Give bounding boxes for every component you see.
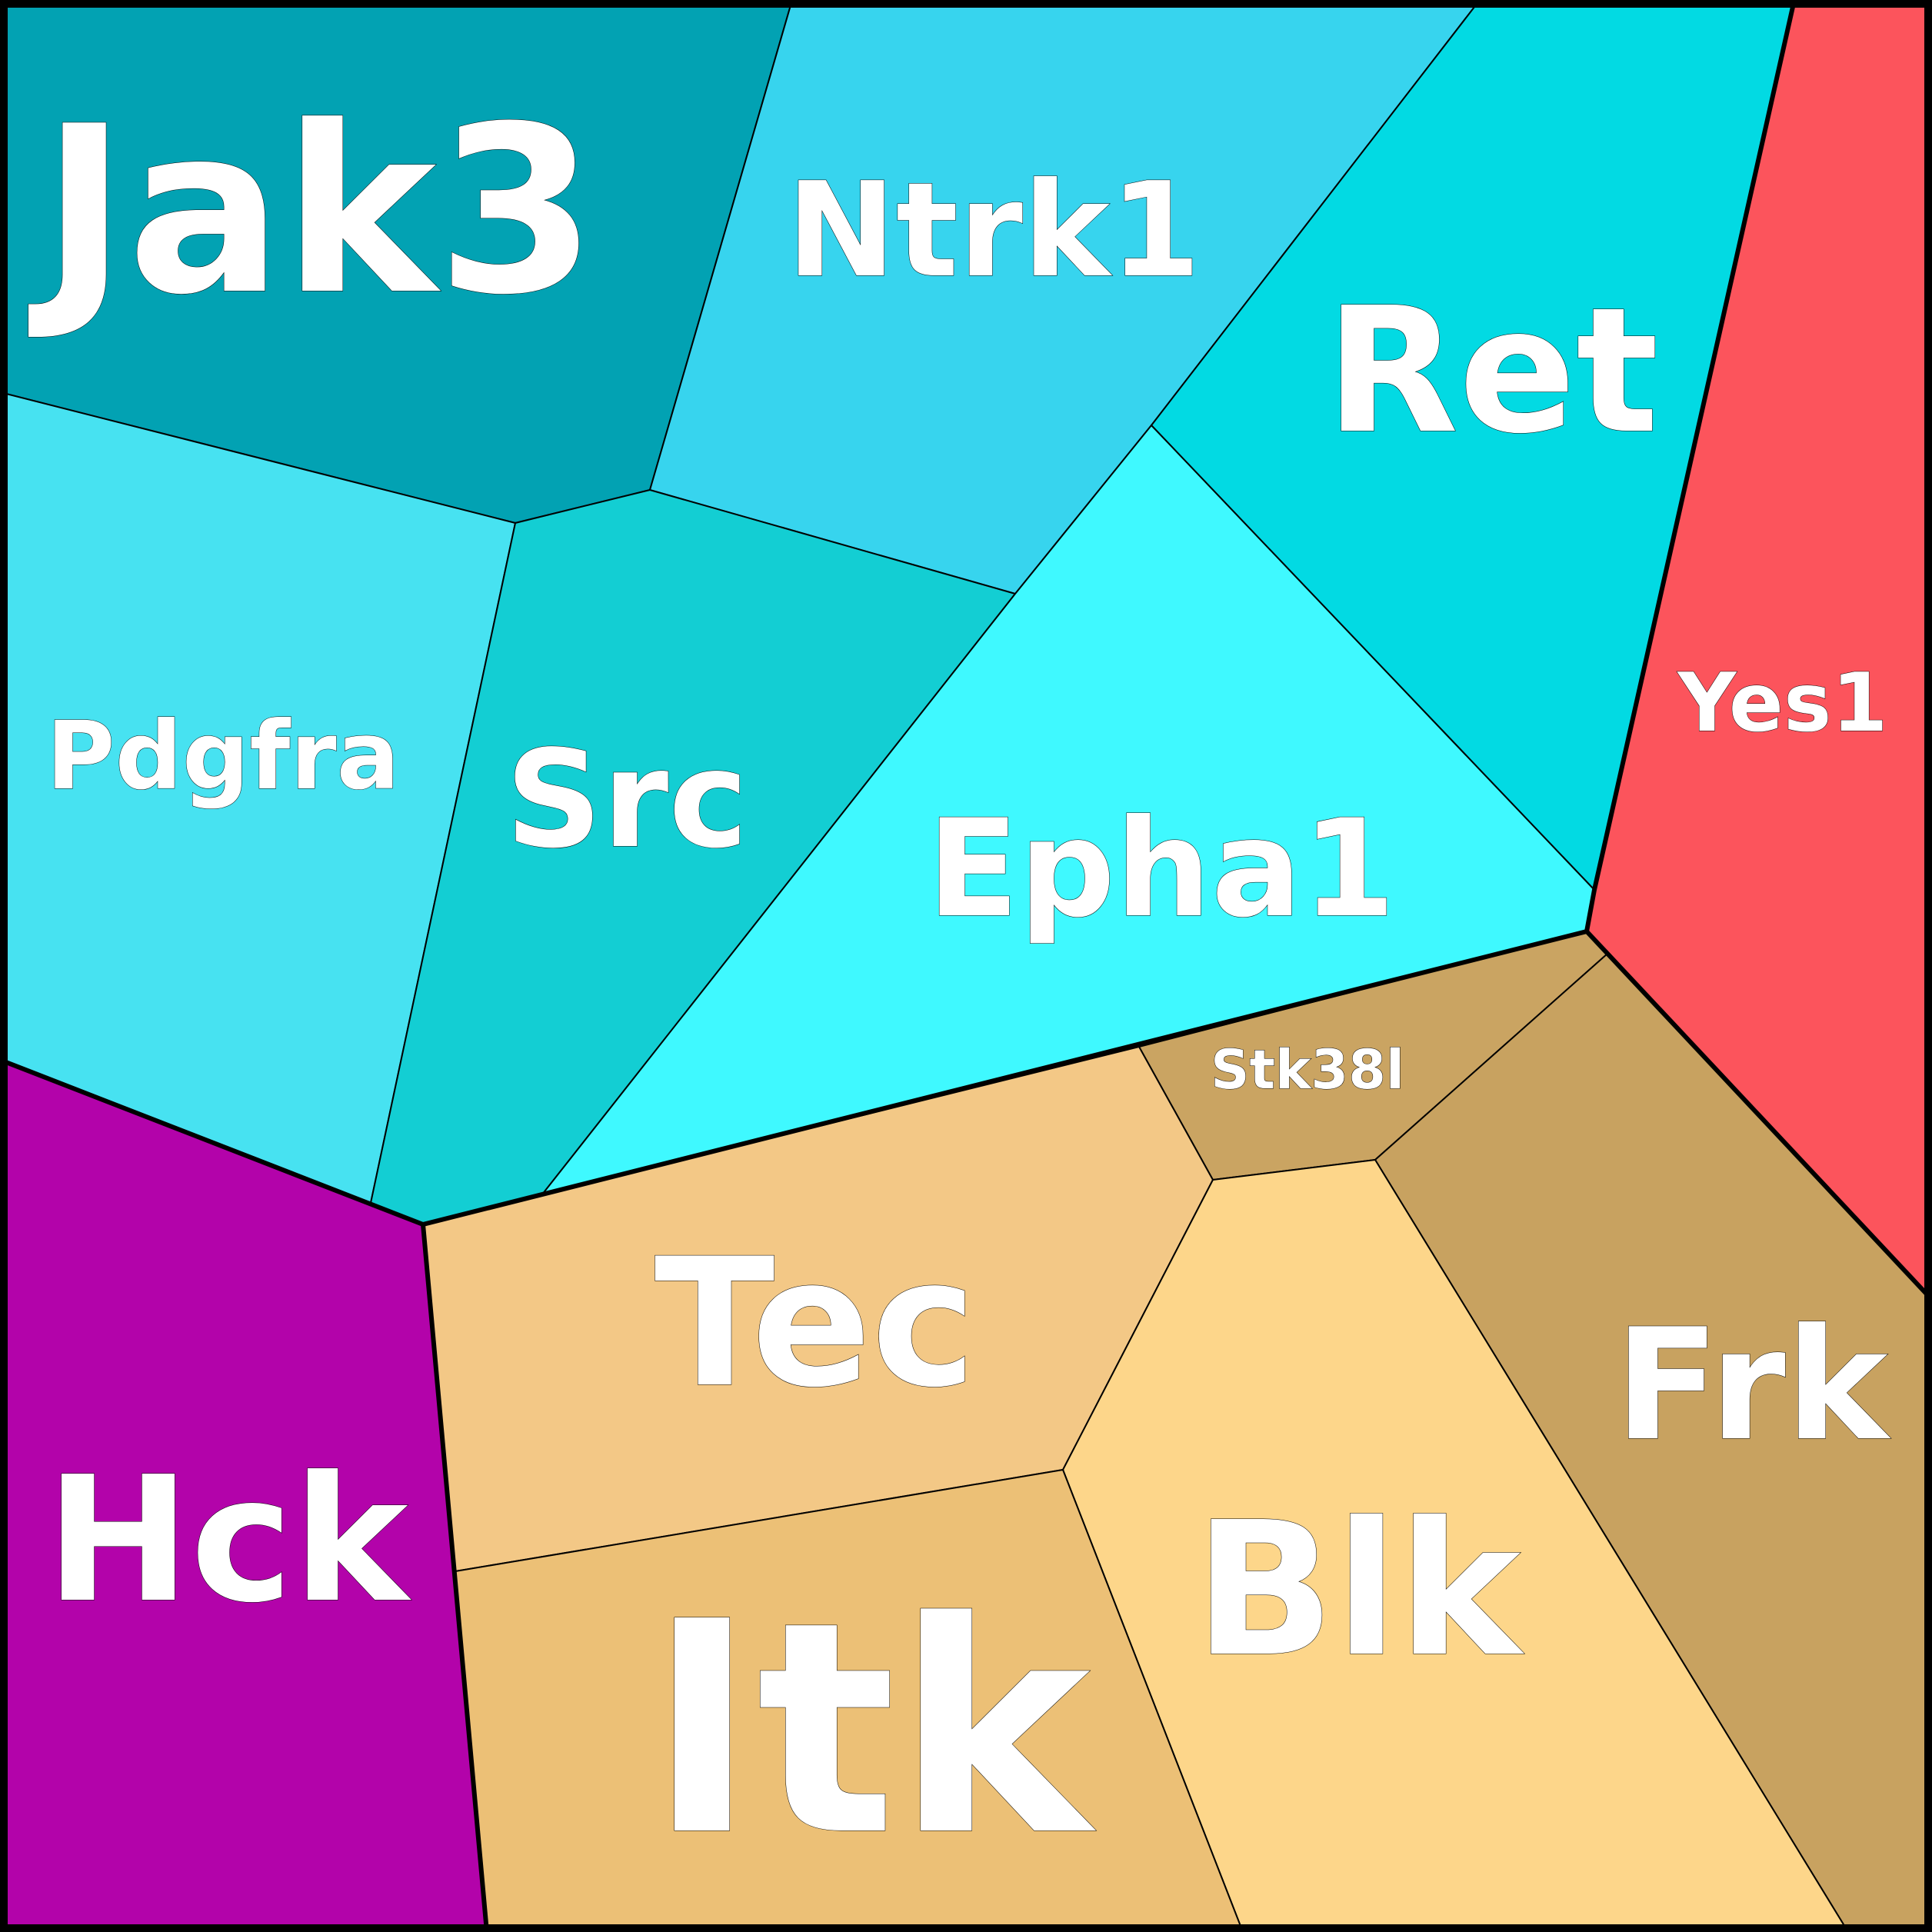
group-boundary-yes1-orange bbox=[1584, 929, 1932, 1302]
label-frk: Frk bbox=[1614, 1296, 1890, 1475]
label-hck: Hck bbox=[45, 1440, 411, 1641]
label-jak3: Jak3 bbox=[27, 77, 597, 345]
group-boundary-hck-orange bbox=[421, 1224, 489, 1932]
label-itk: Itk bbox=[648, 1559, 1097, 1900]
label-ret: Ret bbox=[1325, 271, 1658, 472]
label-tec: Tec bbox=[655, 1221, 977, 1427]
label-src: Src bbox=[505, 722, 748, 878]
label-ntrk1: Ntrk1 bbox=[787, 155, 1201, 307]
label-yes1: Yes1 bbox=[1676, 656, 1887, 750]
label-stk38l: Stk38l bbox=[1211, 1038, 1404, 1101]
label-epha1: Epha1 bbox=[927, 791, 1395, 948]
cell-blk bbox=[1061, 1158, 1850, 1932]
label-blk: Blk bbox=[1194, 1482, 1525, 1697]
label-pdgfra: Pdgfra bbox=[46, 701, 400, 811]
